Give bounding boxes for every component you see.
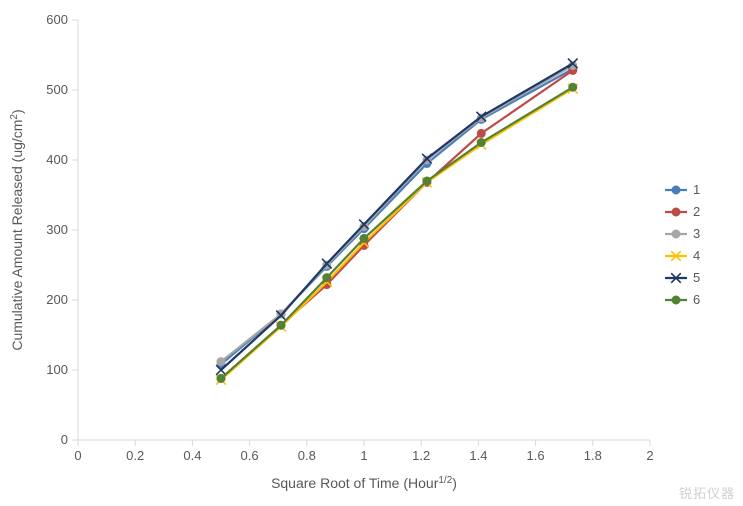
svg-text:1.2: 1.2	[412, 448, 430, 463]
legend-label-2: 2	[693, 204, 700, 219]
svg-text:0.6: 0.6	[241, 448, 259, 463]
chart-container: 0 0.2 0.4 0.6 0.8 1 1.2 1.4 1.6 1.8 2 0 100 200 300 400…	[0, 0, 743, 506]
svg-text:0: 0	[61, 432, 68, 447]
svg-text:0: 0	[74, 448, 81, 463]
svg-text:0.2: 0.2	[126, 448, 144, 463]
svg-text:600: 600	[46, 12, 68, 27]
svg-text:Cumulative Amount Released (ug: Cumulative Amount Released (ug/cm2)	[9, 109, 26, 350]
legend-label-4: 4	[693, 248, 700, 263]
svg-text:300: 300	[46, 222, 68, 237]
svg-text:Square Root of Time (Hour1/2): Square Root of Time (Hour1/2)	[271, 475, 457, 492]
legend-label-3: 3	[693, 226, 700, 241]
line-chart: 0 0.2 0.4 0.6 0.8 1 1.2 1.4 1.6 1.8 2 0 100 200 300 400…	[0, 0, 743, 506]
svg-text:400: 400	[46, 152, 68, 167]
svg-text:100: 100	[46, 362, 68, 377]
svg-text:0.8: 0.8	[298, 448, 316, 463]
legend-label-1: 1	[693, 182, 700, 197]
svg-text:0.4: 0.4	[183, 448, 201, 463]
legend-label-5: 5	[693, 270, 700, 285]
legend-label-6: 6	[693, 292, 700, 307]
svg-text:1.8: 1.8	[584, 448, 602, 463]
svg-text:2: 2	[646, 448, 653, 463]
svg-text:500: 500	[46, 82, 68, 97]
svg-text:1.6: 1.6	[527, 448, 545, 463]
svg-text:200: 200	[46, 292, 68, 307]
svg-text:1.4: 1.4	[469, 448, 487, 463]
svg-text:1: 1	[360, 448, 367, 463]
